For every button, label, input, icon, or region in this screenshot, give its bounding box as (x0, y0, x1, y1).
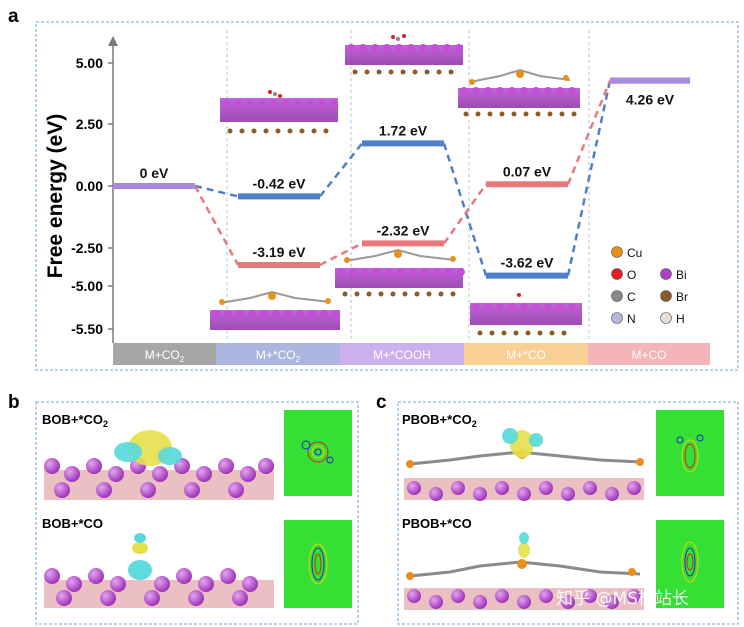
energy-labels: 0 eV -0.42 eV 1.72 eV -3.62 eV 4.26 eV -3.19 … (140, 92, 675, 271)
y-tick-label: -5.50 (71, 321, 103, 337)
category-cell (464, 343, 588, 365)
b-top-contour-rings (301, 440, 334, 464)
category-cell (113, 343, 216, 365)
legend-swatch-H (660, 312, 672, 324)
category-label: M+*CO (506, 348, 546, 362)
slab-co-bottom (470, 293, 582, 336)
energy-label-1-1: -3.19 eV (253, 244, 307, 260)
connector-0-3 (566, 80, 612, 276)
y-ticks: 5.00 2.50 0.00 -2.50 -5.00 -5.50 (71, 55, 113, 337)
y-tick-label: -5.00 (71, 278, 103, 294)
category-cell (340, 343, 464, 365)
connector-lines (193, 80, 612, 276)
category-cell (216, 343, 340, 365)
category-label: M+CO (631, 348, 666, 362)
legend-swatch-Cu (611, 246, 623, 258)
subpanel-b-top-title: BOB+*CO2 (42, 412, 108, 429)
y-axis-arrow (108, 36, 118, 46)
y-tick-label: 5.00 (76, 55, 103, 71)
connector-1-1 (319, 242, 363, 267)
subpanel-c-top-title: PBOB+*CO2 (402, 412, 477, 429)
energy-label-0-4: 4.26 eV (626, 92, 675, 108)
connector-1-2 (442, 183, 488, 245)
legend-label-O: O (627, 268, 636, 282)
b-top-contour-map (284, 410, 352, 496)
legend-label-H: H (676, 312, 685, 326)
c-top-contour-rings (676, 434, 704, 473)
energy-label-0-3: -3.62 eV (501, 255, 555, 271)
y-axis-label: Free energy (eV) (44, 114, 67, 279)
slab-cooh-bottom (335, 248, 465, 297)
energy-label-1-2: -2.32 eV (377, 222, 431, 238)
legend-swatch-O (611, 268, 623, 280)
energy-label-0-1: -0.42 eV (253, 175, 307, 191)
c-bottom-contour-map (656, 520, 724, 608)
legend-swatch-N (611, 312, 623, 324)
subpanel-c-bottom-title: PBOB+*CO (402, 516, 472, 531)
connector-1-3 (566, 80, 612, 185)
category-bar: M+CO2 M+*CO2 M+*COOH M+*CO M+CO (113, 343, 710, 365)
structure-images (210, 34, 582, 336)
panel-c-border (397, 401, 739, 625)
connector-0-0 (194, 184, 239, 198)
panel-a-border (35, 21, 739, 371)
legend-label-N: N (627, 312, 636, 326)
category-cell (588, 343, 710, 365)
c-bottom-contour-rings (681, 541, 699, 583)
watermark: 知乎 @MS杨站长 (556, 589, 689, 609)
b-bottom-contour-map (284, 520, 352, 608)
legend-label-Bi: Bi (676, 268, 687, 282)
legend-swatch-C (611, 290, 623, 302)
c-top-contour-map (656, 410, 724, 496)
b-top-structure (44, 430, 274, 500)
energy-label-0-2: 1.72 eV (379, 122, 428, 138)
legend-swatch-Br (660, 290, 672, 302)
legend-label-Cu: Cu (627, 246, 642, 260)
connector-0-1 (319, 142, 363, 198)
legend-label-C: C (627, 290, 636, 304)
panel-b-border (35, 401, 359, 625)
slab-co2-top (220, 90, 338, 134)
legend-swatch-Bi (660, 268, 672, 280)
connector-0-2 (442, 143, 488, 276)
column-guides (226, 30, 590, 342)
b-bottom-structure (44, 533, 274, 608)
y-tick-label: 0.00 (76, 178, 103, 194)
panel-a-letter: a (8, 6, 19, 27)
panel-b-letter: b (8, 392, 20, 413)
element-legend: Cu O Bi C Br N H (611, 246, 688, 326)
panel-c-letter: c (376, 392, 387, 413)
connector-1-0 (193, 185, 240, 266)
c-bottom-structure (404, 532, 644, 610)
subpanel-b-bottom-title: BOB+*CO (42, 516, 103, 531)
y-tick-label: 2.50 (76, 116, 103, 132)
energy-levels (113, 77, 690, 279)
category-label: M+CO2 (145, 348, 185, 364)
y-tick-label: -2.50 (71, 240, 103, 256)
c-top-structure (404, 428, 644, 501)
slab-cooh-top (345, 34, 463, 75)
energy-label-0-0: 0 eV (140, 165, 169, 181)
category-label: M+*CO2 (256, 348, 301, 364)
energy-label-1-3: 0.07 eV (503, 163, 552, 179)
slab-co2-bottom (210, 290, 340, 330)
slab-co-top (458, 68, 580, 117)
b-bottom-contour-rings (308, 543, 328, 585)
legend-label-Br: Br (676, 290, 688, 304)
category-label: M+*COOH (373, 348, 431, 362)
